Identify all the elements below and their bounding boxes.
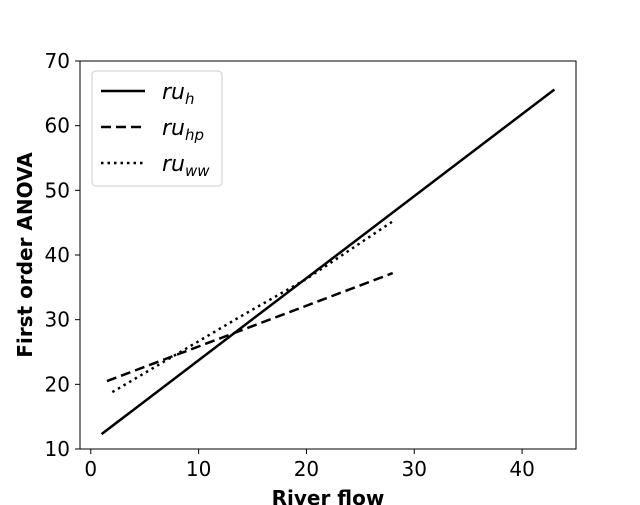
y-tick-label: 40 xyxy=(45,243,70,267)
y-tick-label: 30 xyxy=(45,308,70,332)
y-axis-title: First order ANOVA xyxy=(13,152,37,358)
legend-label: ruww xyxy=(162,152,210,180)
y-tick-label: 20 xyxy=(45,372,70,396)
x-tick-label: 10 xyxy=(186,457,211,481)
legend-label: ruhp xyxy=(162,116,204,144)
y-tick-label: 60 xyxy=(45,114,70,138)
plot-layer xyxy=(100,88,556,436)
y-tick-label: 70 xyxy=(45,49,70,73)
series-line-ru-ww xyxy=(111,220,394,394)
y-tick-label: 10 xyxy=(45,437,70,461)
legend-box xyxy=(91,70,223,187)
legend: ruh ruhp ruww xyxy=(91,70,223,187)
legend-label: ruh xyxy=(162,80,195,108)
x-tick-label: 20 xyxy=(294,457,319,481)
x-axis-title: River flow xyxy=(272,486,385,505)
series-line-ru-h xyxy=(100,88,556,436)
series-line-ru-hp xyxy=(106,271,394,383)
y-tick-label: 50 xyxy=(45,178,70,202)
x-tick-label: 0 xyxy=(84,457,97,481)
y-axis: 10 20 30 40 50 60 70 xyxy=(45,49,80,461)
x-tick-label: 30 xyxy=(402,457,427,481)
x-axis: 0 10 20 30 40 xyxy=(84,449,535,481)
x-tick-label: 40 xyxy=(509,457,534,481)
